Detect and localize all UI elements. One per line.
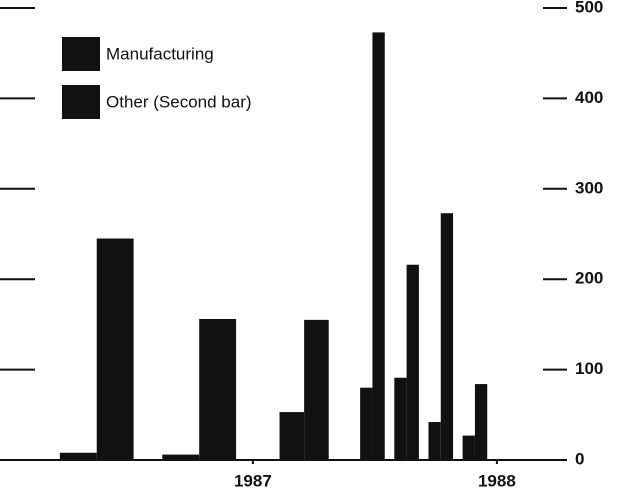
legend-label: Manufacturing [106,44,214,63]
y-tick-label: 300 [575,178,603,197]
x-tick-label: 1988 [478,471,516,490]
x-tick-label: 1987 [234,471,272,490]
legend-label: Other (Second bar) [106,92,252,111]
bar [162,454,200,460]
bar [279,412,305,460]
bar [474,384,488,460]
bar [462,435,475,460]
bar [59,452,97,460]
y-tick-label: 500 [575,0,603,16]
bar [428,422,441,460]
bar [199,318,237,460]
bar [406,264,419,460]
y-tick-label: 200 [575,269,603,288]
y-tick-label: 100 [575,359,603,378]
y-tick-label: 400 [575,88,603,107]
legend-swatch [62,37,100,71]
bar [394,377,407,460]
bar [360,387,373,460]
bar [96,238,134,460]
bar [440,213,454,460]
y-tick-label: 0 [575,449,584,468]
legend-swatch [62,85,100,119]
bar [304,319,329,460]
bar [372,32,385,461]
